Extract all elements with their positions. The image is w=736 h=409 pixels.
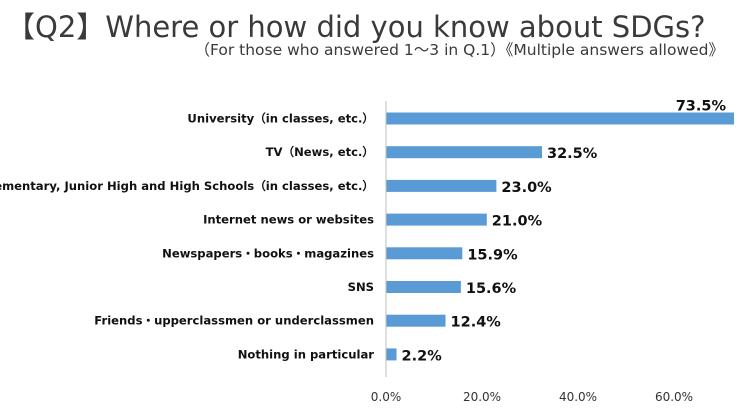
- value-label-7: 2.2%: [402, 348, 443, 364]
- value-label-2: 23.0%: [501, 180, 552, 196]
- category-label-0: University（in classes, etc.）: [187, 112, 374, 126]
- chart-title: 【Q2】Where or how did you know about SDGs…: [6, 10, 706, 44]
- value-label-0: 73.5%: [676, 99, 727, 115]
- x-tick-label-0: 0.0%: [371, 390, 402, 404]
- value-label-6: 12.4%: [451, 315, 502, 331]
- x-tick-label-2: 40.0%: [559, 390, 597, 404]
- category-label-5: SNS: [348, 280, 374, 294]
- bar-3: [386, 213, 487, 226]
- category-label-2: Elementary, Junior High and High Schools…: [0, 179, 374, 193]
- bar-4: [386, 247, 463, 260]
- category-label-7: Nothing in particular: [238, 347, 375, 361]
- bar-7: [386, 348, 397, 361]
- x-tick-label-3: 60.0%: [655, 390, 693, 404]
- chart-subtitle: （For those who answered 1〜3 in Q.1）《Mult…: [194, 41, 725, 59]
- value-label-1: 32.5%: [547, 146, 598, 162]
- category-label-4: Newspapers・books・magazines: [162, 246, 374, 260]
- value-label-4: 15.9%: [467, 247, 518, 263]
- bar-0: [386, 112, 734, 125]
- category-label-1: TV（News, etc.）: [266, 145, 374, 159]
- value-label-5: 15.6%: [466, 281, 517, 297]
- bar-1: [386, 146, 542, 159]
- bar-2: [386, 179, 497, 192]
- bar-6: [386, 314, 446, 327]
- category-label-3: Internet news or websites: [203, 213, 374, 227]
- category-label-6: Friends・upperclassmen or underclassmen: [94, 314, 374, 328]
- value-label-3: 21.0%: [492, 214, 543, 230]
- x-tick-label-1: 20.0%: [463, 390, 501, 404]
- bar-5: [386, 281, 461, 293]
